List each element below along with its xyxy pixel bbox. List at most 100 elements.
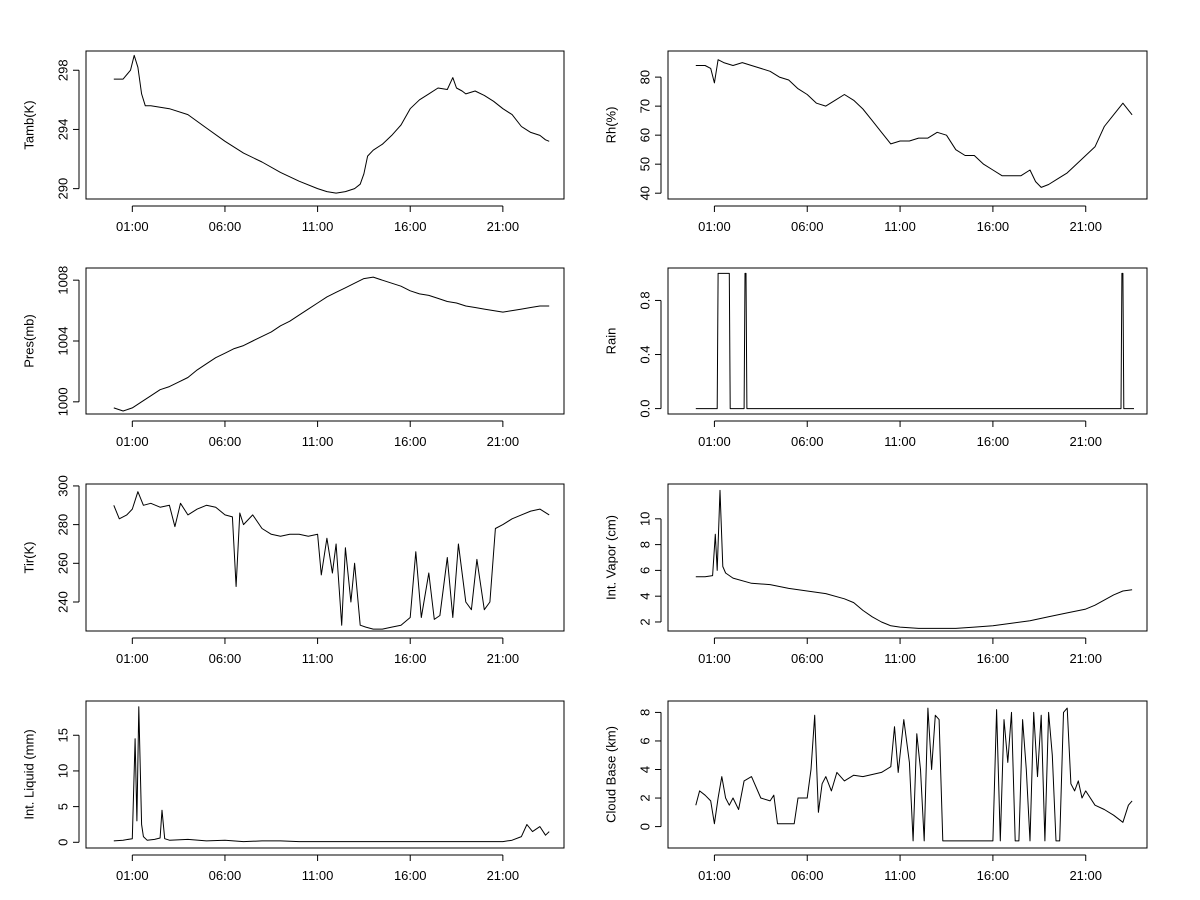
series-line (113, 54, 550, 194)
y-tick-label: 280 (55, 514, 70, 536)
panel-3: 01:00 06:00 11:00 16:00 21:00 1000 1004 1008 Pre… (21, 266, 565, 449)
y-tick-label: 0 (55, 839, 70, 846)
plot-frame (667, 700, 1148, 849)
panel-5: 01:00 06:00 11:00 16:00 21:00 240 260 280 300 Tir… (21, 475, 565, 666)
x-tick-label: 16:00 (977, 868, 1010, 883)
y-axis-title: Int. Liquid (mm) (21, 729, 36, 819)
plot-frame (667, 267, 1148, 415)
x-tick-label: 01:00 (698, 434, 731, 449)
x-tick-label: 21:00 (1069, 219, 1102, 234)
y-tick-label: 15 (55, 728, 70, 742)
x-tick-label: 01:00 (116, 651, 149, 666)
y-axis-title: Int. Vapor (cm) (603, 515, 618, 600)
x-tick-label: 16:00 (977, 219, 1010, 234)
plot-frame (85, 50, 565, 200)
series-line (695, 707, 1133, 842)
y-tick-label: 0.0 (637, 400, 652, 418)
y-tick-label: 1008 (55, 266, 70, 295)
y-axis-title: Rh(%) (603, 107, 618, 144)
series-line (113, 276, 550, 412)
y-axis-title: Rain (603, 328, 618, 355)
y-tick-label: 300 (55, 475, 70, 497)
x-tick-label: 01:00 (116, 868, 149, 883)
y-tick-label: 10 (55, 764, 70, 778)
x-tick-label: 01:00 (698, 651, 731, 666)
x-tick-label: 06:00 (791, 868, 824, 883)
plot-frame (85, 267, 565, 415)
x-tick-label: 11:00 (302, 434, 334, 449)
x-tick-label: 11:00 (884, 434, 916, 449)
x-tick-label: 11:00 (884, 868, 916, 883)
y-tick-label: 294 (55, 119, 70, 141)
y-axis-title: Pres(mb) (21, 314, 36, 367)
panel-4: 01:00 06:00 11:00 16:00 21:00 0.0 0.4 0.8 Rain (603, 267, 1148, 449)
y-axis-title: Tir(K) (21, 541, 36, 573)
y-tick-label: 2 (637, 618, 652, 625)
y-tick-label: 0.4 (637, 345, 652, 363)
x-tick-label: 11:00 (884, 651, 916, 666)
y-tick-label: 298 (55, 59, 70, 81)
x-tick-label: 11:00 (302, 219, 334, 234)
x-tick-label: 06:00 (209, 868, 242, 883)
y-tick-label: 60 (637, 128, 652, 142)
x-tick-label: 21:00 (487, 868, 520, 883)
plot-frame (85, 700, 565, 849)
panel-2: 01:00 06:00 11:00 16:00 21:00 40 50 60 70 80 Rh(%) (603, 50, 1148, 234)
y-tick-label: 2 (637, 794, 652, 801)
x-tick-label: 01:00 (698, 219, 731, 234)
x-tick-label: 16:00 (977, 434, 1010, 449)
y-tick-label: 80 (637, 70, 652, 84)
x-tick-label: 21:00 (1069, 868, 1102, 883)
x-tick-label: 06:00 (209, 434, 242, 449)
y-tick-label: 8 (637, 541, 652, 548)
plot-frame (667, 50, 1148, 200)
x-tick-label: 06:00 (209, 651, 242, 666)
x-tick-label: 01:00 (116, 434, 149, 449)
y-axis-title: Cloud Base (km) (603, 726, 618, 823)
series-line (113, 706, 550, 843)
y-tick-label: 0.8 (637, 291, 652, 309)
series-line (695, 489, 1133, 629)
y-tick-label: 70 (637, 99, 652, 113)
series-line (695, 59, 1133, 188)
y-tick-label: 10 (637, 512, 652, 526)
x-tick-label: 21:00 (1069, 651, 1102, 666)
x-tick-label: 21:00 (1069, 434, 1102, 449)
y-tick-label: 290 (55, 178, 70, 200)
y-tick-label: 4 (637, 766, 652, 773)
x-tick-label: 16:00 (394, 868, 427, 883)
y-axis-title: Tamb(K) (21, 100, 36, 149)
x-tick-label: 11:00 (884, 219, 916, 234)
y-tick-label: 0 (637, 823, 652, 830)
plot-frame (85, 483, 565, 632)
y-tick-label: 50 (637, 157, 652, 171)
y-tick-label: 8 (637, 709, 652, 716)
x-tick-label: 06:00 (209, 219, 242, 234)
panel-1: 01:00 06:00 11:00 16:00 21:00 290 294 298 Tamb(K… (21, 50, 565, 234)
panel-6: 01:00 06:00 11:00 16:00 21:00 2 4 6 8 10 Int. Vapo… (603, 483, 1148, 666)
y-tick-label: 1004 (55, 327, 70, 356)
y-tick-label: 5 (55, 803, 70, 810)
y-tick-label: 6 (637, 737, 652, 744)
y-tick-label: 260 (55, 552, 70, 574)
x-tick-label: 16:00 (977, 651, 1010, 666)
x-tick-label: 21:00 (487, 434, 520, 449)
x-tick-label: 21:00 (487, 651, 520, 666)
x-tick-label: 11:00 (302, 651, 334, 666)
y-tick-label: 240 (55, 591, 70, 613)
x-tick-label: 06:00 (791, 219, 824, 234)
plot-frame (667, 483, 1148, 632)
x-tick-label: 06:00 (791, 434, 824, 449)
x-tick-label: 06:00 (791, 651, 824, 666)
x-tick-label: 01:00 (698, 868, 731, 883)
panel-8: 01:00 06:00 11:00 16:00 21:00 0 2 4 6 8 Cloud Base… (603, 700, 1148, 883)
series-line (695, 272, 1134, 410)
y-tick-label: 40 (637, 186, 652, 200)
x-tick-label: 11:00 (302, 868, 334, 883)
x-tick-label: 16:00 (394, 434, 427, 449)
series-line (113, 491, 550, 630)
x-tick-label: 16:00 (394, 219, 427, 234)
y-tick-label: 6 (637, 567, 652, 574)
x-tick-label: 16:00 (394, 651, 427, 666)
